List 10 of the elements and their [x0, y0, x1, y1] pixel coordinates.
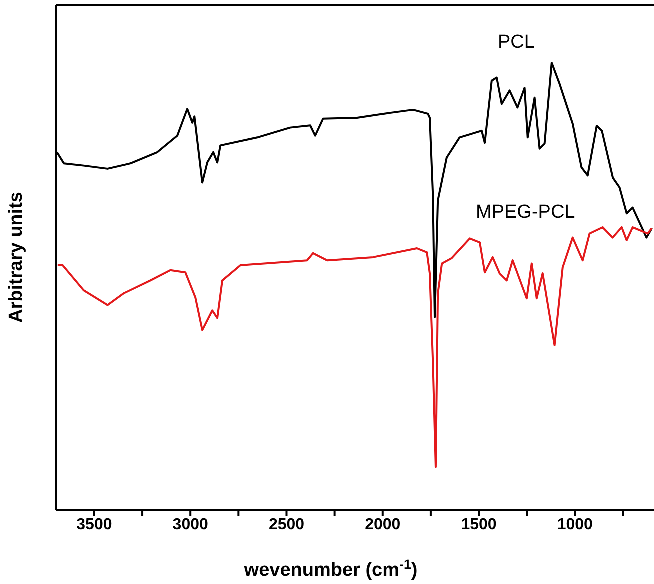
x-axis-title: wevenumber (cm$^{-1}$) — [243, 556, 418, 581]
x-tick-label: 2500 — [268, 516, 305, 534]
series-label: PCL — [498, 32, 535, 54]
y-axis-title: Arbitrary units — [6, 192, 27, 323]
series-label: MPEG-PCL — [476, 202, 576, 224]
x-tick-label: 1000 — [557, 516, 594, 534]
x-tick-label: 3000 — [172, 516, 208, 534]
x-tick-label: 2000 — [365, 516, 401, 534]
x-tick-label: 3500 — [76, 516, 112, 534]
x-tick-label: 1500 — [461, 516, 497, 534]
